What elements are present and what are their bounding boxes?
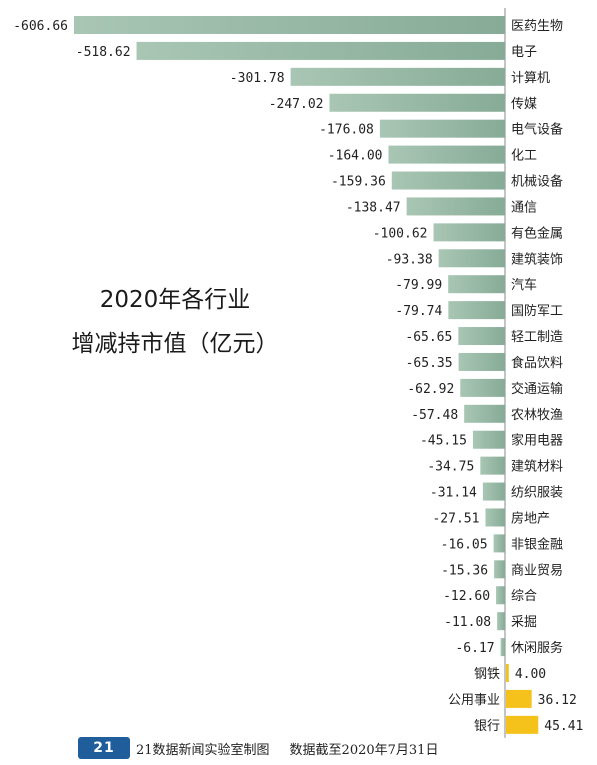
category-label-5: 化工 xyxy=(511,149,537,164)
value-label-8: -100.62 xyxy=(373,226,428,241)
value-label-27: 45.41 xyxy=(544,719,583,734)
bar-27 xyxy=(506,715,539,734)
value-label-25: 4.00 xyxy=(515,667,546,682)
value-label-19: -27.51 xyxy=(432,511,479,526)
value-label-13: -65.35 xyxy=(406,356,453,371)
bar-5 xyxy=(388,145,505,164)
category-label-12: 轻工制造 xyxy=(511,330,563,345)
bar-23 xyxy=(497,612,505,631)
category-label-0: 医药生物 xyxy=(511,19,563,34)
category-label-23: 采掘 xyxy=(511,615,537,630)
category-label-26: 公用事业 xyxy=(448,693,500,708)
category-label-3: 传媒 xyxy=(511,97,537,112)
bar-2 xyxy=(290,67,505,86)
category-label-10: 汽车 xyxy=(511,277,537,293)
bar-18 xyxy=(482,482,505,501)
category-label-18: 纺织服装 xyxy=(511,486,563,501)
value-label-26: 36.12 xyxy=(538,693,577,708)
value-label-15: -57.48 xyxy=(411,408,458,423)
value-label-16: -45.15 xyxy=(420,434,467,449)
category-label-21: 商业贸易 xyxy=(511,563,563,578)
category-label-16: 家用电器 xyxy=(511,433,563,449)
value-label-20: -16.05 xyxy=(441,537,488,552)
value-label-0: -606.66 xyxy=(13,19,68,34)
value-label-7: -138.47 xyxy=(346,200,401,215)
category-label-14: 交通运输 xyxy=(511,381,563,397)
credit-text: 21数据新闻实验室制图 xyxy=(136,742,270,758)
bar-16 xyxy=(472,430,505,449)
value-label-21: -15.36 xyxy=(441,563,488,578)
bar-8 xyxy=(433,223,505,242)
bar-11 xyxy=(448,301,505,320)
category-label-11: 国防军工 xyxy=(511,303,563,319)
value-label-23: -11.08 xyxy=(444,615,491,630)
value-label-12: -65.65 xyxy=(405,330,452,345)
data-source-note: 数据截至2020年7月31日 xyxy=(289,742,439,758)
value-label-18: -31.14 xyxy=(430,486,477,501)
brand-logo: 21 xyxy=(78,737,130,759)
bar-13 xyxy=(458,352,505,371)
chart-title-line2: 增减持市值（亿元） xyxy=(71,331,279,357)
chart-title-line1: 2020年各行业 xyxy=(99,287,251,313)
bar-14 xyxy=(460,378,505,397)
category-label-2: 计算机 xyxy=(511,71,550,86)
value-label-9: -93.38 xyxy=(386,252,433,267)
bar-10 xyxy=(448,275,505,294)
category-label-1: 电子 xyxy=(511,45,537,60)
category-label-8: 有色金属 xyxy=(511,225,563,241)
bar-26 xyxy=(506,689,532,708)
bar-25 xyxy=(506,664,509,682)
bar-17 xyxy=(480,456,505,475)
value-label-4: -176.08 xyxy=(319,123,374,138)
bar-21 xyxy=(494,560,505,579)
bar-12 xyxy=(458,327,505,346)
bar-9 xyxy=(438,249,505,268)
bar-24 xyxy=(500,638,505,657)
bar-15 xyxy=(464,404,505,423)
category-label-15: 农林牧渔 xyxy=(511,408,563,423)
value-label-3: -247.02 xyxy=(269,97,324,112)
chart-title: 2020年各行业 增减持市值（亿元） xyxy=(40,278,310,366)
bar-7 xyxy=(406,197,505,216)
value-label-1: -518.62 xyxy=(76,45,131,60)
bar-1 xyxy=(136,41,505,60)
category-label-27: 银行 xyxy=(474,719,500,734)
category-label-25: 钢铁 xyxy=(474,667,500,682)
bar-0 xyxy=(74,16,505,34)
value-label-10: -79.99 xyxy=(395,278,442,293)
category-label-4: 电气设备 xyxy=(511,122,563,138)
bar-19 xyxy=(485,508,505,527)
value-label-5: -164.00 xyxy=(328,149,383,164)
bar-6 xyxy=(391,171,505,190)
category-label-9: 建筑装饰 xyxy=(511,251,563,267)
category-label-20: 非银金融 xyxy=(511,536,563,552)
bar-20 xyxy=(493,534,505,553)
category-label-22: 综合 xyxy=(511,589,537,604)
value-label-14: -62.92 xyxy=(407,382,454,397)
bar-3 xyxy=(329,93,505,112)
category-label-24: 休闲服务 xyxy=(511,640,563,656)
value-label-22: -12.60 xyxy=(443,589,490,604)
category-label-7: 通信 xyxy=(511,200,537,215)
category-label-13: 食品饮料 xyxy=(511,355,563,371)
value-label-17: -34.75 xyxy=(427,460,474,475)
footer: 21 21数据新闻实验室制图 数据截至2020年7月31日 xyxy=(78,735,438,761)
category-label-17: 建筑材料 xyxy=(511,459,563,475)
value-label-6: -159.36 xyxy=(331,175,386,190)
value-label-2: -301.78 xyxy=(230,71,285,86)
value-label-24: -6.17 xyxy=(455,641,494,656)
bar-4 xyxy=(379,119,505,138)
bar-22 xyxy=(496,586,505,605)
value-label-11: -79.74 xyxy=(395,304,442,319)
category-label-6: 机械设备 xyxy=(511,174,563,190)
category-label-19: 房地产 xyxy=(511,510,550,526)
